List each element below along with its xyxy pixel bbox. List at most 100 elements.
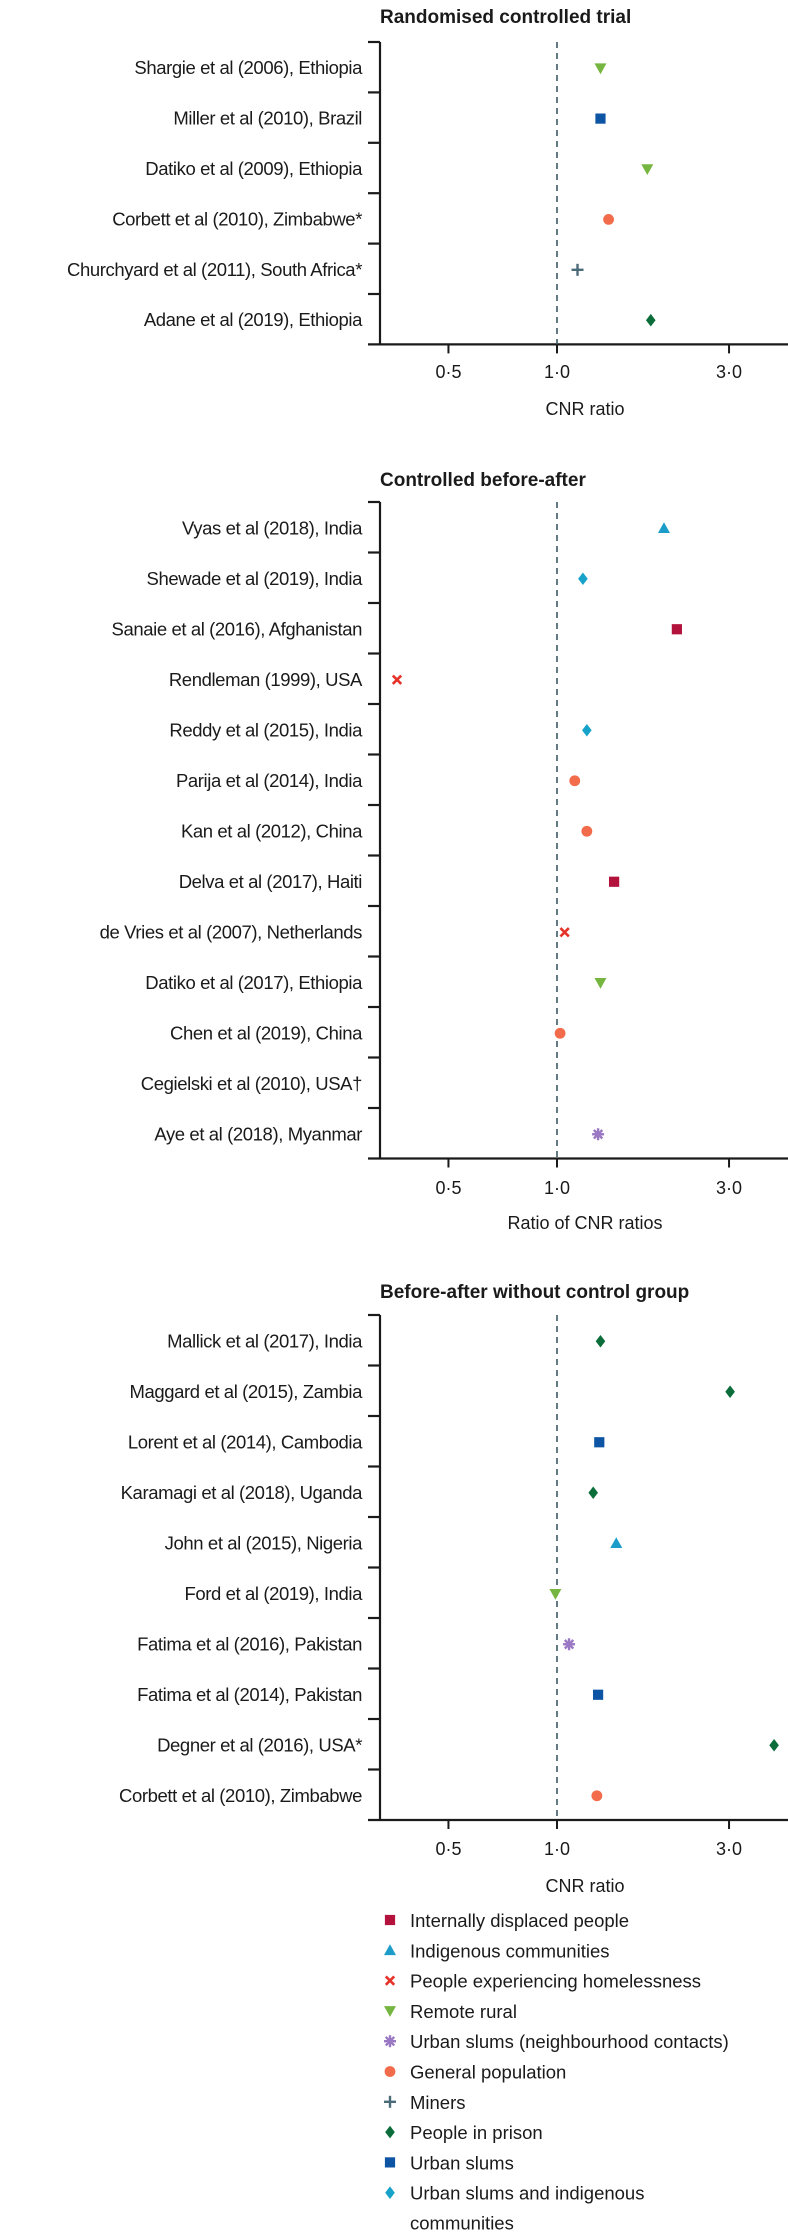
study-label: Fatima et al (2014), Pakistan [137, 1684, 362, 1705]
study-label: Fatima et al (2016), Pakistan [137, 1633, 362, 1654]
study-label: Datiko et al (2009), Ethiopia [145, 158, 363, 179]
x-axis-label: CNR ratio [545, 399, 624, 419]
study-label: John et al (2015), Nigeria [165, 1532, 363, 1553]
data-point-square [609, 876, 620, 887]
legend-diamond-icon [385, 2186, 395, 2199]
legend-plus-icon [384, 2095, 396, 2108]
legend-label: Internally displaced people [410, 1910, 629, 1931]
data-point-cross-x [391, 674, 403, 685]
data-point-circle [591, 1790, 603, 1802]
forest-panel-1: Controlled before-after 0·5 1·0 3·0 Ratio of… [100, 470, 788, 1233]
legend-label: General population [410, 2062, 566, 2083]
study-label: Sanaie et al (2016), Afghanistan [112, 618, 363, 639]
legend-label: Urban slums and indigenous [410, 2183, 644, 2204]
data-point-cross-x [559, 927, 570, 938]
legend-square-icon [384, 2157, 396, 2168]
legend-label: Remote rural [410, 2001, 517, 2022]
x-tick-label: 3·0 [716, 1839, 742, 1859]
diamond-marker [385, 2186, 395, 2199]
study-label: Lorent et al (2014), Cambodia [128, 1431, 363, 1452]
data-point-diamond [582, 723, 592, 737]
triangle-up-marker [610, 1537, 623, 1549]
diamond-marker [725, 1385, 735, 1399]
study-label: de Vries et al (2007), Netherlands [100, 921, 362, 942]
study-label: Cegielski et al (2010), USA† [141, 1073, 362, 1094]
study-label: Karamagi et al (2018), Uganda [121, 1482, 363, 1503]
study-label: Degner et al (2016), USA* [157, 1734, 362, 1755]
triangle-down-marker [549, 1588, 562, 1600]
study-label: Shewade et al (2019), India [147, 568, 364, 589]
data-point-triangle-down [641, 164, 654, 175]
study-label: Delva et al (2017), Haiti [179, 871, 362, 892]
asterisk-marker-stroke [592, 1129, 604, 1140]
diamond-marker [582, 723, 592, 737]
x-tick-label: 1·0 [544, 1178, 570, 1198]
x-tick-label: 3·0 [716, 362, 742, 382]
study-label: Aye et al (2018), Myanmar [154, 1123, 362, 1144]
circle-marker [569, 775, 581, 787]
study-label: Ford et al (2019), India [184, 1583, 363, 1604]
x-marker-stroke [384, 1975, 396, 1986]
circle-marker [603, 214, 614, 225]
legend-circle-icon [384, 2066, 396, 2077]
triangle-down-marker [384, 2006, 396, 2017]
data-point-diamond [588, 1486, 598, 1500]
x-marker-stroke [559, 927, 570, 938]
study-label: Maggard et al (2015), Zambia [129, 1381, 363, 1402]
data-point-square [594, 1437, 605, 1448]
x-tick-label: 0·5 [435, 362, 461, 382]
square-marker [609, 876, 620, 887]
data-point-diamond [645, 313, 656, 327]
data-point-triangle-up [657, 522, 670, 534]
square-marker [384, 1914, 396, 1926]
study-label: Churchyard et al (2011), South Africa* [67, 259, 362, 280]
study-label: Kan et al (2012), China [181, 820, 363, 841]
square-marker [594, 1437, 605, 1448]
x-axis-label: CNR ratio [545, 1876, 624, 1896]
data-point-triangle-up [610, 1537, 623, 1549]
diamond-marker [769, 1738, 779, 1752]
data-point-asterisk [592, 1128, 605, 1141]
study-label: Reddy et al (2015), India [169, 719, 363, 740]
legend-triangle-up-icon [384, 1944, 396, 1956]
legend-triangle-down-icon [384, 2006, 396, 2017]
data-point-asterisk [563, 1638, 576, 1651]
legend-label: Miners [410, 2092, 466, 2113]
panel-title: Controlled before-after [380, 470, 586, 491]
forest-panel-2: Before-after without control group 0·5 1·0… [119, 1282, 788, 1896]
data-point-circle [581, 825, 593, 837]
study-label: Miller et al (2010), Brazil [173, 108, 362, 129]
triangle-up-marker [384, 1944, 396, 1956]
triangle-down-marker [641, 164, 654, 175]
diamond-marker [645, 313, 656, 327]
diamond-marker [588, 1486, 598, 1500]
legend: Internally displaced people Indigenous co… [384, 1910, 729, 2232]
circle-marker [581, 825, 593, 837]
legend-cross-x-icon [384, 1975, 396, 1986]
circle-marker [554, 1027, 566, 1039]
x-axis-label: Ratio of CNR ratios [507, 1213, 662, 1233]
diamond-marker [595, 1334, 606, 1348]
data-point-plus [571, 263, 584, 276]
circle-marker [384, 2066, 396, 2077]
study-label: Shargie et al (2006), Ethiopia [134, 57, 363, 78]
x-tick-label: 0·5 [435, 1178, 461, 1198]
asterisk-marker-stroke [563, 1639, 575, 1650]
legend-square-icon [384, 1914, 396, 1926]
legend-diamond-icon [385, 2125, 395, 2139]
square-marker [384, 2157, 396, 2168]
data-point-diamond [595, 1334, 606, 1348]
data-point-triangle-down [549, 1588, 562, 1600]
x-tick-label: 1·0 [544, 1839, 570, 1859]
legend-label: Urban slums (neighbourhood contacts) [410, 2031, 729, 2052]
triangle-down-marker [594, 63, 607, 75]
panel-title: Before-after without control group [380, 1282, 689, 1303]
study-label: Corbett et al (2010), Zimbabwe* [112, 208, 362, 229]
square-marker [671, 624, 682, 635]
data-point-circle [569, 775, 581, 787]
study-label: Adane et al (2019), Ethiopia [144, 309, 363, 330]
triangle-up-marker [657, 522, 670, 534]
legend-label: People experiencing homelessness [410, 1971, 701, 1992]
data-point-circle [554, 1027, 566, 1039]
square-marker [595, 113, 606, 124]
